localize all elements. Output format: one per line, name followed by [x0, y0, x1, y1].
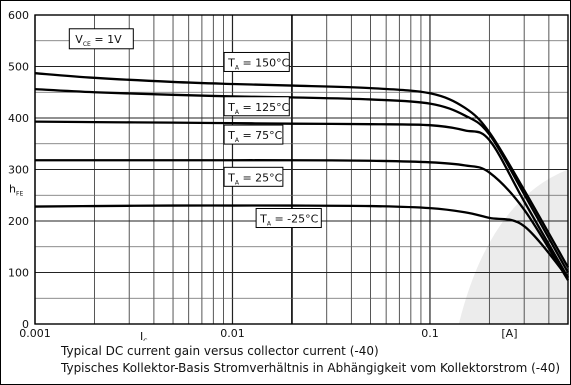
- y-tick-label: 500: [8, 61, 29, 74]
- series-label: TA = 150°C: [227, 56, 290, 71]
- series-line: [34, 204, 569, 279]
- y-tick-label: 100: [8, 267, 29, 280]
- series-label: TA = 125°C: [227, 101, 290, 116]
- y-tick-label: 600: [8, 9, 29, 22]
- y-axis-label-group: [5, 179, 31, 198]
- x-axis-label: IC: [140, 330, 147, 341]
- x-tick-label: 0.01: [220, 327, 245, 340]
- dc-current-gain-chart: 0 100 200 300 400 500 600 0.001 0.01 0.1 IC [A] hFE V…: [5, 9, 570, 341]
- caption-german: Typisches Kollektor-Basis Stromverhältni…: [61, 361, 561, 375]
- series-label-box: [255, 208, 322, 229]
- plot-border: [34, 14, 569, 325]
- y-axis-label: hFE: [9, 183, 23, 198]
- series-label: TA = -25°C: [259, 213, 319, 228]
- condition-label: VCE = 1V: [75, 33, 122, 48]
- series-line: [34, 120, 569, 279]
- y-tick-label: 0: [22, 318, 29, 331]
- series-label-box: [223, 124, 284, 145]
- series-label-box: [223, 51, 290, 72]
- y-tick-label: 200: [8, 215, 29, 228]
- x-axis-unit: [A]: [501, 327, 517, 340]
- y-tick-label: 300: [8, 164, 29, 177]
- series-label-box: [223, 166, 284, 187]
- x-tick-label: 0.001: [19, 327, 51, 340]
- condition-box: [68, 28, 134, 50]
- y-tick-label: 400: [8, 112, 29, 125]
- series-line: [34, 88, 570, 274]
- series-label: TA = 75°C: [227, 129, 283, 144]
- series-line: [35, 159, 569, 281]
- caption-english: Typical DC current gain versus collector…: [61, 344, 379, 358]
- y-axis-label-bg: [5, 179, 31, 198]
- series-line: [34, 72, 570, 268]
- series-label: TA = 25°C: [227, 171, 283, 186]
- x-tick-label: 0.1: [421, 327, 439, 340]
- series-label-box: [223, 96, 290, 117]
